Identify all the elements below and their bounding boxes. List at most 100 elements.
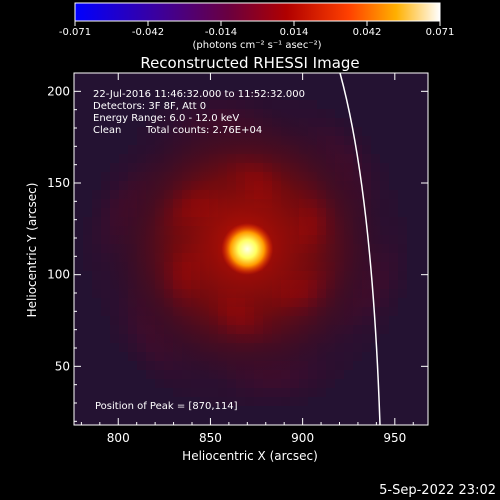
heatmap-cell — [272, 388, 281, 397]
heatmap-cell — [110, 307, 119, 316]
heatmap-cell — [344, 118, 353, 127]
heatmap-cell — [389, 190, 398, 199]
heatmap-cell — [398, 235, 407, 244]
heatmap-cell — [353, 334, 362, 343]
heatmap-cell — [308, 379, 317, 388]
heatmap-cell — [335, 136, 344, 145]
heatmap-cell — [137, 343, 146, 352]
heatmap-cell — [137, 145, 146, 154]
heatmap-cell — [245, 91, 254, 100]
heatmap-cell — [101, 262, 110, 271]
heatmap-cell — [398, 253, 407, 262]
heatmap-cell — [236, 388, 245, 397]
date-stamp: 5-Sep-2022 23:02 — [379, 483, 496, 498]
heatmap-cell — [317, 361, 326, 370]
heatmap-cell — [281, 379, 290, 388]
heatmap-cell — [317, 118, 326, 127]
heatmap-cell — [146, 361, 155, 370]
heatmap-cell — [317, 370, 326, 379]
heatmap-cell — [173, 100, 182, 109]
heatmap-cell — [137, 136, 146, 145]
heatmap-cell — [146, 136, 155, 145]
colorbar-gradient — [74, 2, 441, 22]
colorbar-tick-label: 0.071 — [426, 27, 455, 38]
info-block: 22-Jul-2016 11:46:32.000 to 11:52:32.000… — [93, 89, 305, 412]
heatmap-cell — [344, 127, 353, 136]
colorbar-unit-label: (photons cm⁻² s⁻¹ asec⁻²) — [192, 40, 321, 51]
heatmap-cell — [326, 127, 335, 136]
heatmap-cell — [398, 217, 407, 226]
heatmap-cell — [83, 253, 92, 262]
heatmap-cell — [380, 208, 389, 217]
heatmap-cell — [209, 91, 218, 100]
heatmap-cell — [92, 199, 101, 208]
heatmap-cell — [92, 280, 101, 289]
heatmap-cell — [92, 289, 101, 298]
heatmap-cell — [182, 379, 191, 388]
colorbar-tick-label: -0.071 — [59, 27, 91, 38]
heatmap-cell — [290, 100, 299, 109]
heatmap-cell — [371, 298, 380, 307]
heatmap-cell — [263, 379, 272, 388]
heatmap-cell — [308, 370, 317, 379]
heatmap-cell — [380, 325, 389, 334]
heatmap-cell — [380, 181, 389, 190]
heatmap-cell — [209, 388, 218, 397]
heatmap-cell — [362, 316, 371, 325]
heatmap-cell — [182, 100, 191, 109]
heatmap-cell — [128, 334, 137, 343]
heatmap-cell — [227, 91, 236, 100]
heatmap-cell — [200, 388, 209, 397]
heatmap-cell — [380, 190, 389, 199]
heatmap-cell — [200, 100, 209, 109]
heatmap-cell — [146, 118, 155, 127]
heatmap-cell — [173, 388, 182, 397]
heatmap-cell — [254, 100, 263, 109]
heatmap-cell — [326, 109, 335, 118]
heatmap-cell — [389, 199, 398, 208]
heatmap-cell — [182, 370, 191, 379]
heatmap-cell — [272, 100, 281, 109]
heatmap-cell — [371, 307, 380, 316]
heatmap-cell — [128, 145, 137, 154]
heatmap-cell — [92, 226, 101, 235]
heatmap-cell — [128, 352, 137, 361]
heatmap-cell — [380, 280, 389, 289]
heatmap-cell — [380, 298, 389, 307]
peak-source — [221, 223, 274, 275]
heatmap-cell — [110, 163, 119, 172]
colorbar-tick-label: 0.042 — [353, 27, 382, 38]
heatmap-image — [74, 73, 428, 425]
heatmap-cell — [137, 361, 146, 370]
heatmap-cell — [236, 397, 245, 406]
heatmap-cell — [254, 91, 263, 100]
heatmap-cell — [299, 100, 308, 109]
heatmap-cell — [353, 325, 362, 334]
heatmap-cell — [335, 118, 344, 127]
heatmap-cell — [371, 172, 380, 181]
heatmap-cell — [119, 154, 128, 163]
heatmap-cell — [398, 271, 407, 280]
y-tick-label: 200 — [47, 84, 70, 98]
heatmap-cell — [389, 307, 398, 316]
colorbar-ticks: -0.071 -0.042 -0.014 0.014 0.042 0.071 — [59, 21, 454, 38]
heatmap-cell — [389, 217, 398, 226]
heatmap-cell — [344, 361, 353, 370]
heatmap-cell — [173, 379, 182, 388]
heatmap-cell — [200, 379, 209, 388]
heatmap-cell — [164, 109, 173, 118]
heatmap-cell — [155, 352, 164, 361]
heatmap-cell — [137, 127, 146, 136]
heatmap-cell — [164, 370, 173, 379]
heatmap-cell — [299, 109, 308, 118]
heatmap-cell — [398, 226, 407, 235]
heatmap-cell — [146, 127, 155, 136]
heatmap-cell — [371, 181, 380, 190]
heatmap-cell — [263, 388, 272, 397]
heatmap-cell — [155, 361, 164, 370]
heatmap-cell — [326, 118, 335, 127]
heatmap-cell — [164, 118, 173, 127]
heatmap-cell — [155, 127, 164, 136]
heatmap-cell — [380, 271, 389, 280]
heatmap-cell — [101, 172, 110, 181]
